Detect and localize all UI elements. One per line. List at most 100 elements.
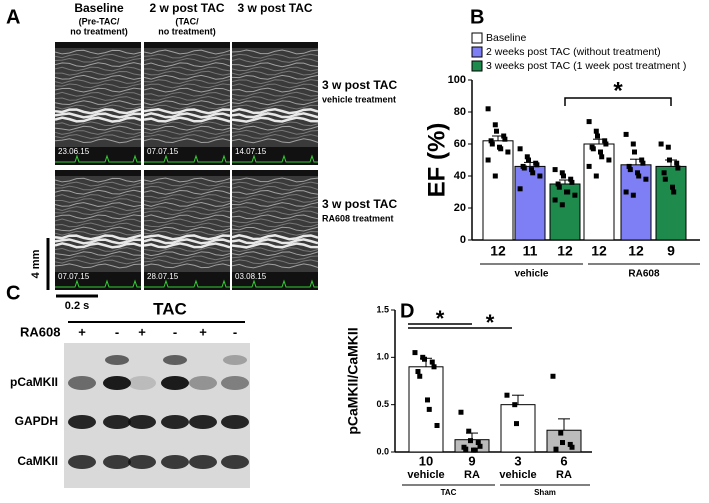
echo-texture: [143, 134, 231, 139]
echo-texture: [54, 70, 142, 76]
echo-date: 07.07.15: [147, 147, 179, 156]
n-label: 12: [591, 243, 607, 259]
data-point: [626, 163, 632, 169]
echo-texture: [143, 62, 231, 68]
echo-texture: [231, 87, 319, 93]
ecg: [55, 279, 141, 288]
row-note: vehicle treatment: [322, 94, 396, 104]
blot-band: [128, 415, 156, 429]
data-point: [431, 364, 437, 370]
data-point: [517, 146, 523, 152]
panel-label: A: [6, 6, 20, 28]
y-tick-label: 1.5: [376, 304, 389, 314]
echo-texture: [143, 189, 231, 195]
echo-texture: [54, 108, 142, 115]
row-title: 3 w post TAC: [322, 197, 397, 211]
data-point: [463, 446, 469, 452]
echo-texture: [143, 49, 231, 55]
data-point: [492, 173, 498, 179]
data-point: [630, 141, 636, 147]
echo-texture: [143, 263, 231, 269]
n-label: 12: [490, 243, 506, 259]
blot-band: [128, 376, 156, 390]
echo-texture: [54, 206, 142, 211]
echo-texture: [231, 251, 319, 257]
echo-texture: [143, 79, 231, 84]
echo-texture: [231, 125, 319, 131]
row-title: 3 w post TAC: [322, 78, 397, 92]
group-label: Sham: [534, 488, 556, 497]
echo-texture: [231, 70, 319, 76]
echo-texture: [54, 234, 142, 241]
blot-band: [163, 355, 187, 365]
echo-texture: [143, 210, 231, 216]
echo-texture: [54, 53, 142, 59]
echo-texture: [143, 197, 231, 203]
data-point: [504, 392, 510, 398]
data-point: [494, 128, 499, 134]
echo-texture: [143, 91, 231, 97]
blot-band: [161, 376, 189, 390]
ecg: [232, 279, 318, 288]
data-point: [675, 165, 681, 171]
data-point: [552, 197, 558, 203]
echo-texture: [143, 206, 231, 212]
column-title: 2 w post TAC: [149, 1, 224, 15]
data-point: [485, 106, 491, 112]
blot-band: [221, 455, 249, 469]
echo-top: [55, 170, 141, 176]
blot-band: [103, 376, 131, 390]
scale-label: 4 mm: [30, 249, 42, 278]
data-point: [599, 154, 605, 160]
echo-texture: [231, 222, 319, 228]
echo-texture: [143, 53, 231, 59]
group-label: vehicle: [515, 269, 549, 280]
x-tick-label: vehicle: [407, 469, 444, 481]
data-point: [639, 157, 645, 163]
echo-texture: [143, 214, 231, 220]
data-point: [598, 149, 603, 155]
echo-texture: [143, 116, 231, 123]
data-point: [661, 170, 667, 176]
blot-band: [103, 415, 131, 429]
treatment-sign: -: [233, 324, 237, 339]
data-point: [561, 173, 566, 179]
data-point: [505, 149, 511, 155]
treatment-sign: +: [199, 324, 207, 339]
echo-texture: [231, 238, 319, 245]
data-point: [627, 167, 633, 173]
echo-texture: [54, 130, 142, 135]
echo-texture: [231, 247, 319, 253]
data-point: [559, 202, 565, 208]
echo-texture: [231, 181, 319, 187]
blot-band: [161, 415, 189, 429]
echo-texture: [143, 181, 231, 187]
blot-band: [221, 376, 249, 390]
echo-texture: [231, 190, 319, 195]
legend-label: Baseline: [486, 32, 526, 44]
echo-texture: [54, 121, 142, 127]
column-title: Baseline: [74, 1, 124, 15]
echo-texture: [143, 104, 231, 110]
y-axis-label: pCaMKII/CaMKII: [345, 327, 361, 434]
data-point: [524, 154, 530, 160]
x-tick-label: RA: [556, 469, 572, 481]
blot-band: [128, 455, 156, 469]
echo-texture: [143, 230, 231, 236]
scale-label: 0.2 s: [65, 300, 89, 312]
band-label: GAPDH: [15, 414, 58, 428]
data-point: [429, 359, 435, 365]
column-note: (Pre-TAC/: [79, 16, 120, 26]
echo-texture: [54, 247, 142, 252]
echo-strip: [144, 147, 230, 165]
echo-texture: [143, 66, 231, 72]
data-point: [586, 163, 592, 169]
echo-texture: [143, 74, 231, 80]
data-point: [512, 402, 518, 408]
bar: [514, 165, 546, 241]
echo-texture: [231, 197, 319, 203]
echo-texture: [231, 58, 319, 63]
data-point: [458, 409, 464, 415]
echo-texture: [143, 242, 231, 249]
